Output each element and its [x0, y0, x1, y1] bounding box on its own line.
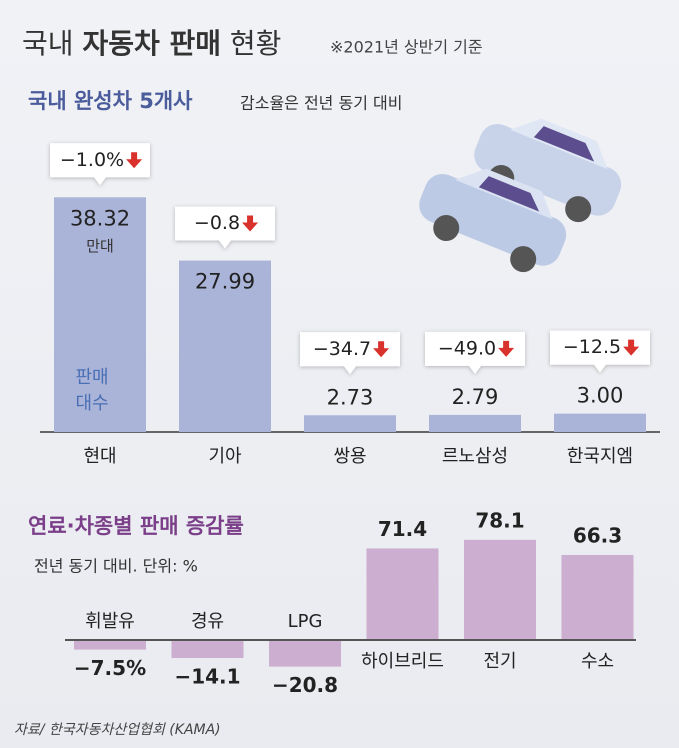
- title-part: 현황: [230, 27, 282, 60]
- bar: [171, 639, 244, 659]
- bar: [74, 639, 146, 650]
- value-label: −14.1: [174, 665, 240, 689]
- category-label: 경유: [191, 611, 224, 632]
- down-arrow: [373, 341, 390, 358]
- category-label: 한국지엠: [567, 446, 633, 467]
- value-label: 38.32: [70, 206, 130, 230]
- bar: [464, 539, 536, 640]
- value-label: 2.73: [327, 385, 374, 409]
- down-arrow: [126, 152, 143, 169]
- change-label: −12.5: [563, 336, 621, 358]
- callout: [300, 332, 400, 375]
- down-arrow: [242, 215, 259, 232]
- value-label: 71.4: [378, 517, 427, 541]
- category-label: 르노삼성: [442, 446, 508, 467]
- bar: [269, 639, 341, 667]
- callout: [550, 330, 650, 373]
- page-title: 국내 자동차 판매 현황: [22, 27, 281, 60]
- change-label: −0.8: [194, 212, 240, 234]
- category-label: 휘발유: [85, 611, 135, 632]
- chart-title: 국내 완성차 5개사: [28, 89, 193, 113]
- bar: [561, 554, 634, 640]
- unit-label: 만대: [86, 237, 114, 255]
- bar: [429, 414, 521, 432]
- title-part: 국내: [22, 27, 74, 60]
- chart-subtitle: 전년 동기 대비. 단위: %: [34, 557, 198, 576]
- down-arrow: [623, 339, 640, 356]
- bar: [54, 197, 146, 432]
- bar: [304, 415, 396, 432]
- source: 자료/ 한국자동차산업협회 (KAMA): [14, 722, 221, 738]
- value-label: 2.79: [452, 385, 499, 409]
- value-label: −20.8: [272, 673, 338, 697]
- value-label: 66.3: [573, 523, 622, 547]
- category-label: 쌍용: [333, 446, 366, 467]
- value-label: 27.99: [195, 270, 255, 294]
- category-label: 수소: [581, 651, 614, 672]
- note: ※2021년 상반기 기준: [330, 38, 483, 57]
- axis-label: 판매: [75, 367, 108, 388]
- category-label: 기아: [208, 446, 242, 467]
- value-label: 3.00: [577, 384, 624, 408]
- category-label: 전기: [483, 651, 516, 672]
- category-label: 현대: [83, 446, 116, 467]
- bar: [554, 413, 646, 432]
- callout: [50, 143, 150, 186]
- change-label: −1.0%: [60, 149, 124, 171]
- title-part: 자동차 판매: [82, 27, 221, 60]
- chart-subtitle: 감소율은 전년 동기 대비: [240, 94, 402, 113]
- chart-title: 연료·차종별 판매 증감률: [28, 514, 244, 538]
- category-label: 하이브리드: [361, 651, 444, 672]
- value-label: −7.5%: [74, 656, 146, 680]
- down-arrow: [498, 340, 515, 357]
- value-label: 78.1: [475, 508, 524, 532]
- change-label: −34.7: [313, 338, 371, 360]
- change-label: −49.0: [438, 337, 496, 359]
- bar: [366, 548, 439, 640]
- axis-label: 대수: [75, 393, 108, 414]
- category-label: LPG: [288, 611, 323, 632]
- callout: [425, 331, 525, 374]
- car-illustration: [419, 118, 622, 273]
- bar: [179, 260, 271, 432]
